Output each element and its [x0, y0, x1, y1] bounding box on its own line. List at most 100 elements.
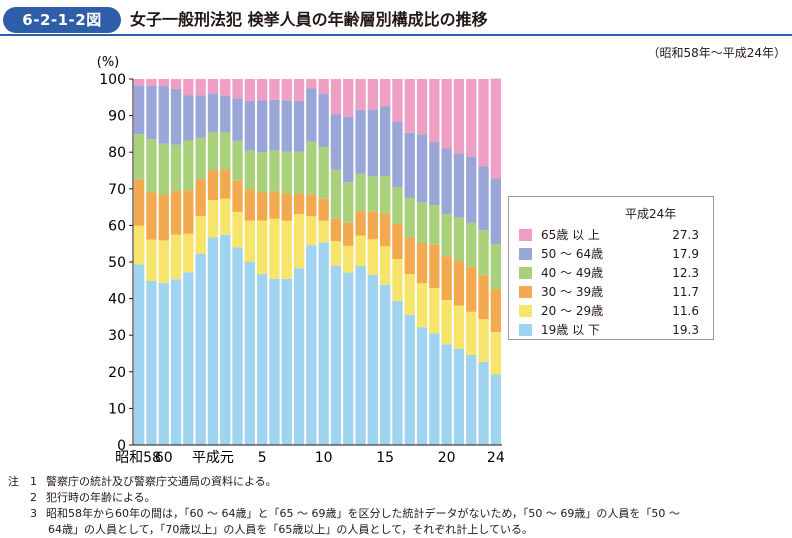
legend-value: 11.7: [672, 285, 699, 299]
bar-segment: [256, 100, 268, 153]
bar-segment: [429, 79, 440, 142]
legend-value: 11.6: [672, 304, 699, 318]
bar-segment: [183, 95, 194, 141]
bar-segment: [404, 274, 415, 316]
bar-segment: [404, 79, 415, 133]
bar-segment: [453, 260, 465, 306]
bar-segment: [367, 239, 379, 275]
bar-segment: [490, 289, 502, 332]
bar-segment: [232, 247, 243, 445]
bar-segment: [343, 245, 354, 273]
bar-segment: [478, 166, 489, 231]
bar-segment: [306, 245, 317, 445]
bar-segment: [244, 100, 256, 151]
bar-segment: [429, 287, 440, 334]
note-text: 警察庁の統計及び警察庁交通局の資料による。: [46, 475, 277, 488]
bar-segment: [244, 262, 256, 445]
bar-segment: [318, 242, 329, 445]
bar-segment: [158, 143, 169, 196]
bar-segment: [343, 272, 354, 445]
bar-segment: [146, 85, 157, 140]
bar-segment: [466, 266, 477, 312]
bar-segment: [269, 218, 280, 279]
bars-group: [133, 78, 502, 445]
bar-segment: [207, 79, 219, 94]
legend-swatch: [519, 324, 532, 336]
y-tick-label: 20: [108, 365, 126, 381]
bar-segment: [379, 213, 391, 247]
bar-segment: [355, 235, 366, 267]
y-tick-label: 40: [108, 292, 126, 308]
bar-segment: [392, 121, 403, 187]
bar-segment: [490, 331, 502, 375]
bar-segment: [306, 79, 317, 89]
bar-segment: [441, 300, 452, 345]
bar-segment: [490, 178, 502, 245]
bar-segment: [220, 95, 231, 133]
bar-segment: [158, 195, 169, 241]
bar-segment: [453, 348, 465, 445]
legend-label: 19歳 以 下: [541, 323, 600, 337]
bar-segment: [355, 109, 366, 174]
bar-segment: [343, 79, 354, 117]
legend-swatch: [519, 229, 532, 241]
bar-segment: [269, 150, 280, 192]
bar-segment: [256, 192, 268, 221]
bar-segment: [232, 79, 243, 99]
x-tick-label: 5: [258, 450, 267, 466]
bar-segment: [306, 88, 317, 142]
bar-segment: [379, 246, 391, 285]
figure-number-badge: 6-2-1-2図: [3, 7, 121, 33]
bar-segment: [466, 311, 477, 355]
bar-segment: [416, 202, 428, 243]
x-tick-label: 15: [376, 450, 394, 466]
bar-segment: [183, 140, 194, 191]
note-row-3-continued: 64歳」の人員として，「70歳以上」の人員を「65歳以上」の人員として，それぞれ…: [8, 522, 788, 538]
bar-segment: [133, 85, 145, 135]
bar-segment: [146, 139, 157, 193]
bar-segment: [158, 85, 169, 144]
bar-segment: [404, 197, 415, 238]
note-row-1: 注 1 警察庁の統計及び警察庁交通局の資料による。: [8, 474, 788, 490]
bar-segment: [170, 88, 182, 145]
bar-segment: [232, 180, 243, 212]
title-underline: [0, 34, 792, 36]
bar-segment: [232, 98, 243, 141]
y-tick-label: 0: [117, 438, 126, 454]
bar-segment: [318, 147, 329, 199]
y-axis-unit: (%): [97, 55, 120, 70]
bar-segment: [392, 79, 403, 122]
notes: 注 1 警察庁の統計及び警察庁交通局の資料による。 2 犯行時の年齢による。 3…: [8, 474, 788, 538]
bar-segment: [466, 222, 477, 267]
bar-segment: [441, 79, 452, 149]
bar-segment: [379, 284, 391, 445]
bar-segment: [170, 144, 182, 191]
x-tick-label: 24: [487, 450, 505, 466]
bar-segment: [195, 179, 206, 216]
bar-segment: [318, 198, 329, 221]
legend-item: 30 ～ 39歳 11.7: [519, 284, 705, 300]
note-row-2: 2 犯行時の年齢による。: [8, 490, 788, 506]
bar-segment: [244, 220, 256, 262]
y-tick-label: 60: [108, 218, 126, 234]
note-number: 1: [30, 475, 37, 488]
legend-label: 20 ～ 29歳: [541, 304, 604, 318]
bar-segment: [429, 333, 440, 445]
bar-segment: [146, 239, 157, 282]
bar-segment: [429, 244, 440, 288]
bar-segment: [416, 79, 428, 135]
bar-segment: [404, 132, 415, 198]
note-text: 昭和58年から60年の間は，「60 ～ 64歳」と「65 ～ 69歳」を区分した…: [46, 507, 680, 520]
bar-segment: [379, 106, 391, 176]
legend-item: 20 ～ 29歳 11.6: [519, 303, 705, 319]
bar-segment: [416, 327, 428, 445]
bar-segment: [195, 137, 206, 180]
bar-segment: [466, 156, 477, 223]
legend-value: 12.3: [672, 266, 699, 280]
bar-segment: [478, 361, 489, 445]
bar-segment: [183, 79, 194, 96]
bar-segment: [306, 194, 317, 217]
bar-segment: [490, 78, 502, 179]
bar-segment: [306, 141, 317, 195]
bar-segment: [330, 218, 342, 242]
